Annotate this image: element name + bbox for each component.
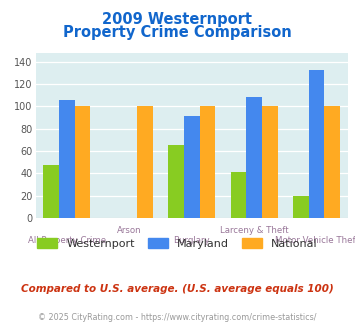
Legend: Westernport, Maryland, National: Westernport, Maryland, National (33, 234, 322, 253)
Bar (293, 195, 309, 218)
Bar (168, 145, 184, 218)
Text: Burglary: Burglary (173, 236, 210, 245)
Bar (200, 106, 215, 218)
Text: © 2025 CityRating.com - https://www.cityrating.com/crime-statistics/: © 2025 CityRating.com - https://www.city… (38, 313, 317, 322)
Bar (231, 172, 246, 218)
Bar (324, 106, 340, 218)
Bar (43, 165, 59, 218)
Bar (262, 106, 278, 218)
Text: All Property Crime: All Property Crime (28, 236, 106, 245)
Bar (59, 100, 75, 218)
Text: 2009 Westernport: 2009 Westernport (103, 12, 252, 26)
Text: Motor Vehicle Theft: Motor Vehicle Theft (275, 236, 355, 245)
Bar (309, 70, 324, 218)
Text: Arson: Arson (117, 226, 142, 235)
Bar (137, 106, 153, 218)
Text: Compared to U.S. average. (U.S. average equals 100): Compared to U.S. average. (U.S. average … (21, 284, 334, 294)
Text: Property Crime Comparison: Property Crime Comparison (63, 25, 292, 40)
Text: Larceny & Theft: Larceny & Theft (220, 226, 289, 235)
Bar (75, 106, 90, 218)
Bar (184, 116, 200, 218)
Bar (246, 97, 262, 218)
